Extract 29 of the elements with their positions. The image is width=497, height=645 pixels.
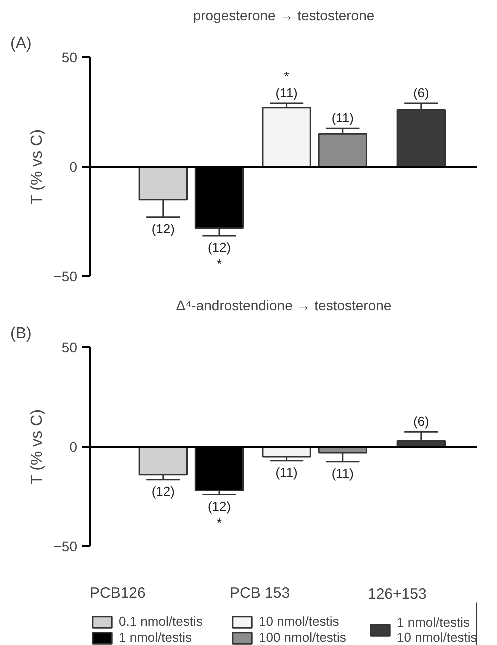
y-axis-title: T (% vs C) <box>28 130 46 205</box>
text: 126+153 <box>368 586 428 603</box>
y-tick-label: −50 <box>54 268 78 284</box>
annotation: (11) <box>332 110 354 126</box>
chart-title: progesterone → testosterone <box>193 8 375 24</box>
legend-label: 0.1 nmol/testis <box>119 614 203 629</box>
annotation: (6) <box>413 85 430 100</box>
legend-label: 100 nmol/testis <box>259 630 346 645</box>
text: (A) <box>10 36 32 52</box>
annotation: (6) <box>413 414 430 430</box>
annotation: (12) <box>152 221 175 236</box>
text: (B) <box>10 326 32 342</box>
y-tick-label: −50 <box>54 538 78 554</box>
annotation: * (11) <box>276 68 298 100</box>
legend-label: 10 nmol/testis <box>259 614 340 629</box>
annotation: (12) * <box>208 240 232 272</box>
legend-label: 1 nmol/testis <box>119 630 192 645</box>
y-tick-label: 50 <box>62 50 78 66</box>
y-tick-label: 50 <box>62 340 78 356</box>
y-axis-title: T (% vs C) <box>28 410 46 485</box>
chart-title: Δ⁴-androstendione → testosterone <box>176 298 392 314</box>
annotation: (11) <box>276 464 298 480</box>
annotation: (12) * <box>208 498 232 530</box>
y-tick-label: 0 <box>70 159 78 175</box>
text: PCB126 <box>90 585 147 602</box>
text: PCB 153 <box>230 585 292 602</box>
annotation: (12) <box>152 484 175 499</box>
annotation: (11) <box>332 466 354 481</box>
y-tick-label: 0 <box>70 439 78 455</box>
